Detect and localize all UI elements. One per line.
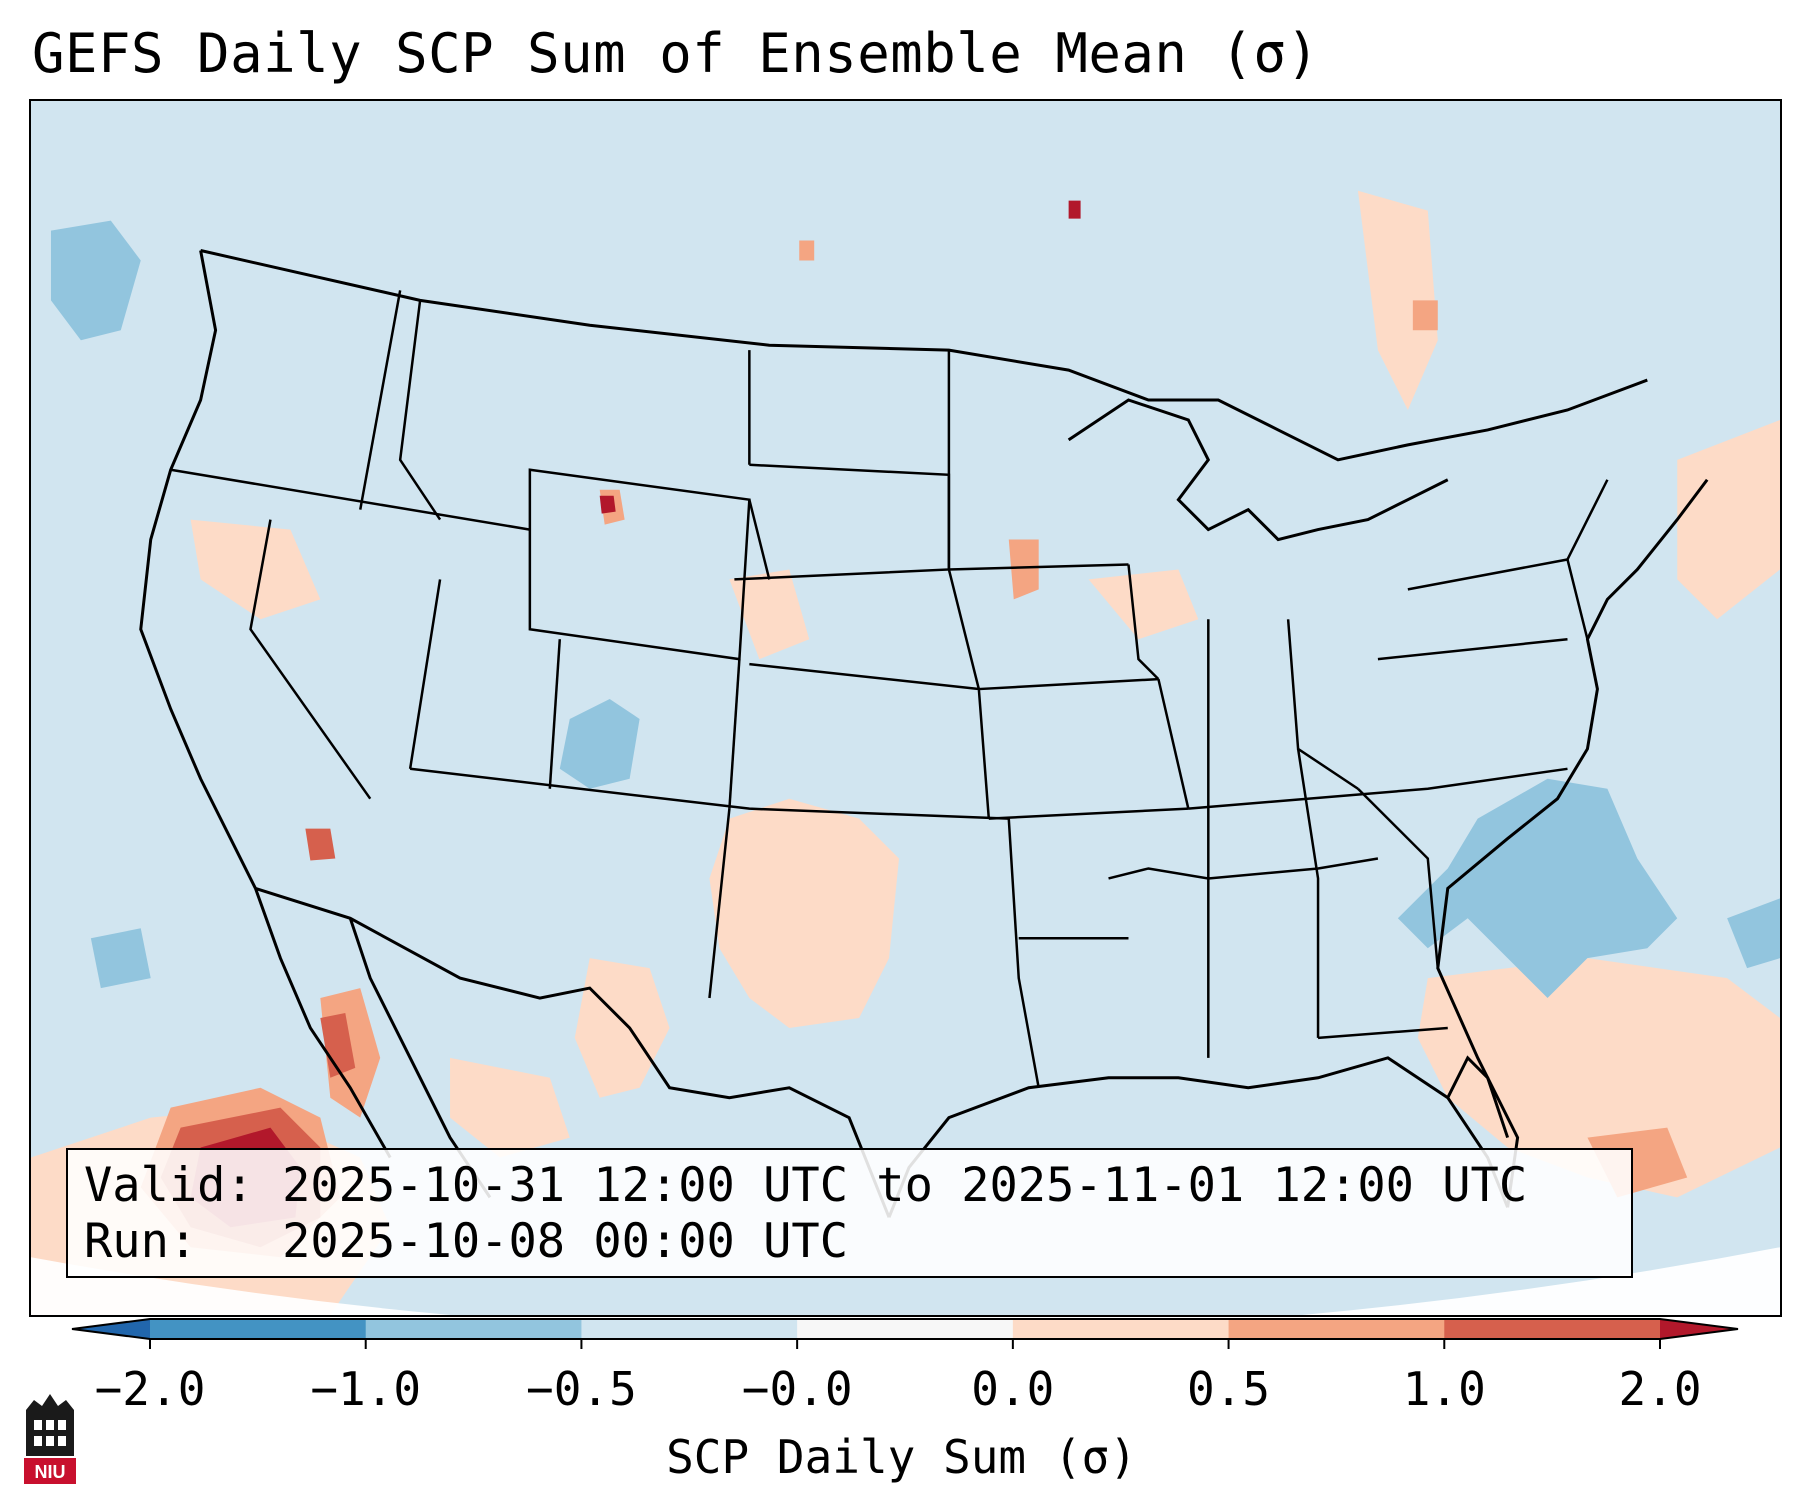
state-border [398,300,442,521]
anomaly-region [50,220,141,341]
state-border [978,677,1159,691]
anomaly-region [1397,778,1678,999]
us-canada-border [200,249,1648,462]
east-coast [1436,478,1709,1208]
chart-title: GEFS Daily SCP Sum of Ensemble Mean (σ) [32,22,1320,85]
colorbar-segment [1228,1319,1445,1339]
colorbar-segment [797,1319,1014,1339]
state-border [1188,767,1568,810]
state-border [1377,637,1568,661]
valid-time-info-box: Valid: 2025-10-31 12:00 UTC to 2025-11-0… [66,1148,1633,1278]
baja-coast [254,887,392,1159]
anomaly-region [305,828,336,861]
logo-badge [24,1458,76,1484]
colorbar [71,1318,1739,1349]
state-border [948,563,1129,571]
anomaly-region [799,240,815,261]
state-border [528,468,751,661]
valid-label: Valid: [84,1158,254,1213]
anomaly-region [559,699,640,789]
run-label: Run: [84,1214,198,1269]
map-panel [29,99,1782,1317]
colorbar-tick-label: 1.0 [1402,1362,1486,1416]
domain-edge [31,1247,1780,1315]
state-border [1317,1026,1448,1040]
state-border [748,499,771,580]
state-border [1566,479,1609,561]
colorbar-tick-label: 0.0 [971,1362,1055,1416]
logo-text: NIU [35,1462,66,1482]
us-mexico-border [255,886,891,1218]
state-border [1357,787,1440,969]
state-border [1108,857,1379,880]
state-border [1127,564,1160,680]
anomaly-region [1412,300,1438,331]
state-border [708,808,731,999]
state-border [728,659,741,809]
colorbar-tick-label: −0.0 [741,1362,853,1416]
colorbar-label: SCP Daily Sum (σ) [666,1430,1137,1484]
florida-coast [1446,1055,1510,1139]
anomaly-region [1008,539,1039,600]
anomaly-region [1357,190,1438,410]
colorbar-segment [1444,1319,1661,1339]
state-border [734,463,951,581]
colorbar-ticks [149,1339,1661,1349]
colorbar-tick-label: −1.0 [310,1362,422,1416]
colorbar-segment [365,1319,582,1339]
state-border [988,807,1189,820]
colorbar-tick-label: −0.5 [526,1362,637,1416]
scp-anomaly-field [31,190,1780,1315]
colorbar-tick-label: −2.0 [94,1362,206,1416]
state-border [249,519,372,800]
run-value: 2025-10-08 00:00 UTC [282,1214,849,1269]
colorbar-over-arrow [1660,1319,1738,1339]
anomaly-region [599,495,616,514]
coastline-and-borders [139,249,1709,1218]
colorbar-tick-label: 0.5 [1187,1362,1271,1416]
colorbar-under-arrow [72,1319,150,1339]
anomaly-region [729,569,810,660]
west-coast [139,250,257,890]
colorbar-tick-label: 2.0 [1618,1362,1702,1416]
anomaly-region [1727,898,1780,969]
anomaly-region [450,1057,570,1158]
map-canvas [31,190,1780,1315]
great-lakes [1067,398,1449,542]
anomaly-region [1417,958,1780,1198]
state-border [1007,818,1040,1088]
anomaly-region [574,958,670,1098]
anomaly-region [1677,419,1780,620]
gulf-coast [887,1056,1510,1218]
state-border [1407,558,1589,640]
state-border [409,767,1009,820]
state-border [359,290,402,510]
state-border [947,350,981,690]
valid-value: 2025-10-31 12:00 UTC to 2025-11-01 12:00… [282,1158,1528,1213]
anomaly-region [1068,200,1081,219]
anomaly-region [190,519,321,620]
state-borders [170,290,1609,1088]
colorbar-segment [150,1319,367,1339]
anomaly-region [320,1012,356,1078]
colorbar-segments [150,1319,1661,1339]
state-border [749,662,991,819]
niu-logo: NIU [24,1394,76,1484]
state-border [1157,678,1190,809]
state-border [1296,748,1320,1038]
colorbar-segment [1012,1319,1230,1339]
state-border [170,468,531,531]
colorbar-segment [581,1319,798,1339]
anomaly-region [709,798,900,1028]
anomaly-region [1088,569,1199,640]
state-border [1286,619,1359,790]
state-border [408,579,442,769]
anomaly-region [90,928,151,989]
state-border [548,639,562,789]
